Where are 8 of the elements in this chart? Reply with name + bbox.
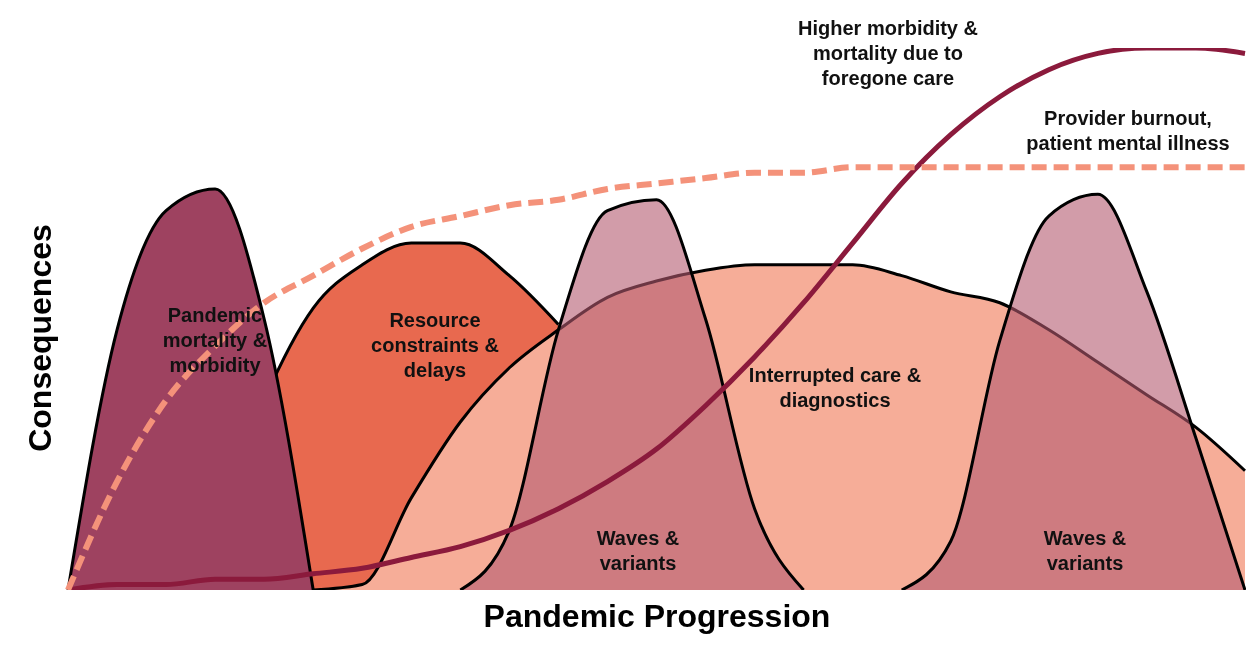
series-label: Waves & variants: [595, 526, 681, 576]
x-axis-title: Pandemic Progression: [482, 598, 832, 635]
series-label: Resource constraints & delays: [370, 308, 500, 383]
series-label: Higher morbidity & mortality due to foregone care: [797, 16, 979, 91]
series-label: Interrupted care & diagnostics: [747, 363, 923, 413]
y-axis-title: Consequences: [21, 224, 59, 452]
series-label: Provider burnout, patient mental illness: [1025, 106, 1231, 156]
series-label: Waves & variants: [1042, 526, 1128, 576]
